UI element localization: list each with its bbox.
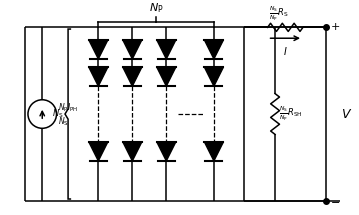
Text: $-$: $-$ [330,196,340,206]
Text: $+$: $+$ [330,21,340,32]
Text: $N_\mathrm{P}$: $N_\mathrm{P}$ [149,2,163,15]
Polygon shape [89,142,108,161]
Text: $N_\mathrm{P}I_\mathrm{PH}$: $N_\mathrm{P}I_\mathrm{PH}$ [58,102,78,114]
Polygon shape [123,142,142,161]
Text: $N_\mathrm{S}$: $N_\mathrm{S}$ [52,108,63,120]
Polygon shape [157,67,176,86]
Text: $V$: $V$ [341,108,353,121]
Polygon shape [204,40,223,59]
Text: $I$: $I$ [283,45,288,57]
Polygon shape [89,67,108,86]
Polygon shape [204,67,223,86]
Polygon shape [89,40,108,59]
Polygon shape [157,142,176,161]
Text: $\frac{N_\mathrm{S}}{N_\mathrm{P}}R_\mathrm{SH}$: $\frac{N_\mathrm{S}}{N_\mathrm{P}}R_\mat… [279,105,303,123]
Text: $N_\mathrm{S}$: $N_\mathrm{S}$ [58,115,69,128]
Text: $\frac{N_\mathrm{S}}{N_\mathrm{P}}R_\mathrm{S}$: $\frac{N_\mathrm{S}}{N_\mathrm{P}}R_\mat… [269,5,288,23]
Polygon shape [157,40,176,59]
Polygon shape [204,142,223,161]
Polygon shape [123,40,142,59]
Polygon shape [123,67,142,86]
